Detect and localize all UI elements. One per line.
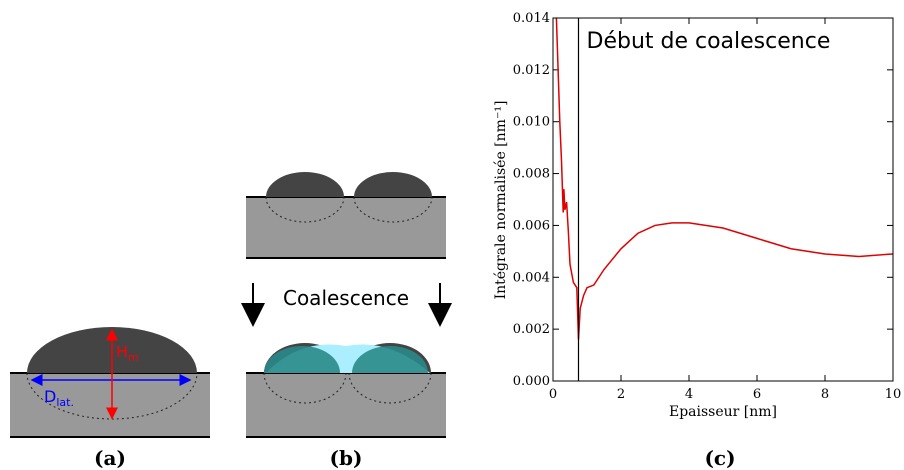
x-tick-label: 8 <box>821 387 829 402</box>
y-tick-label: 0.014 <box>513 11 550 26</box>
annotation-text: Début de coalescence <box>587 29 831 54</box>
height-label: Hm <box>116 342 139 364</box>
caption: (b) <box>330 446 363 470</box>
x-tick-label: 6 <box>753 387 761 402</box>
y-tick-label: 0.010 <box>513 115 550 130</box>
caption: (a) <box>94 446 126 470</box>
x-tick-label: 4 <box>685 387 693 402</box>
plot-frame <box>552 17 894 382</box>
process-label: Coalescence <box>283 286 409 310</box>
x-axis-label: Epaisseur [nm] <box>669 404 777 420</box>
y-tick-label: 0.002 <box>513 322 550 337</box>
width-label: Dlat. <box>44 387 74 409</box>
x-tick-label: 2 <box>617 387 625 402</box>
y-tick-label: 0.008 <box>513 167 550 182</box>
x-tick-label: 0 <box>549 387 557 402</box>
y-axis-label: Intégrale normalisée [nm⁻¹] <box>493 101 509 300</box>
panel-b: Coalescence (b) <box>241 172 452 470</box>
y-tick-label: 0.006 <box>513 218 550 233</box>
line-chart: (c) Epaisseur [nm] Intégrale normalisée … <box>493 11 901 470</box>
y-tick-label: 0.000 <box>513 374 550 389</box>
substrate <box>10 373 210 437</box>
data-line <box>555 17 894 340</box>
y-tick-label: 0.012 <box>513 63 550 78</box>
caption: (c) <box>704 446 735 470</box>
y-tick-label: 0.004 <box>513 270 550 285</box>
panel-a: Hm Dlat. (a) <box>10 327 210 470</box>
x-tick-label: 10 <box>885 387 902 402</box>
